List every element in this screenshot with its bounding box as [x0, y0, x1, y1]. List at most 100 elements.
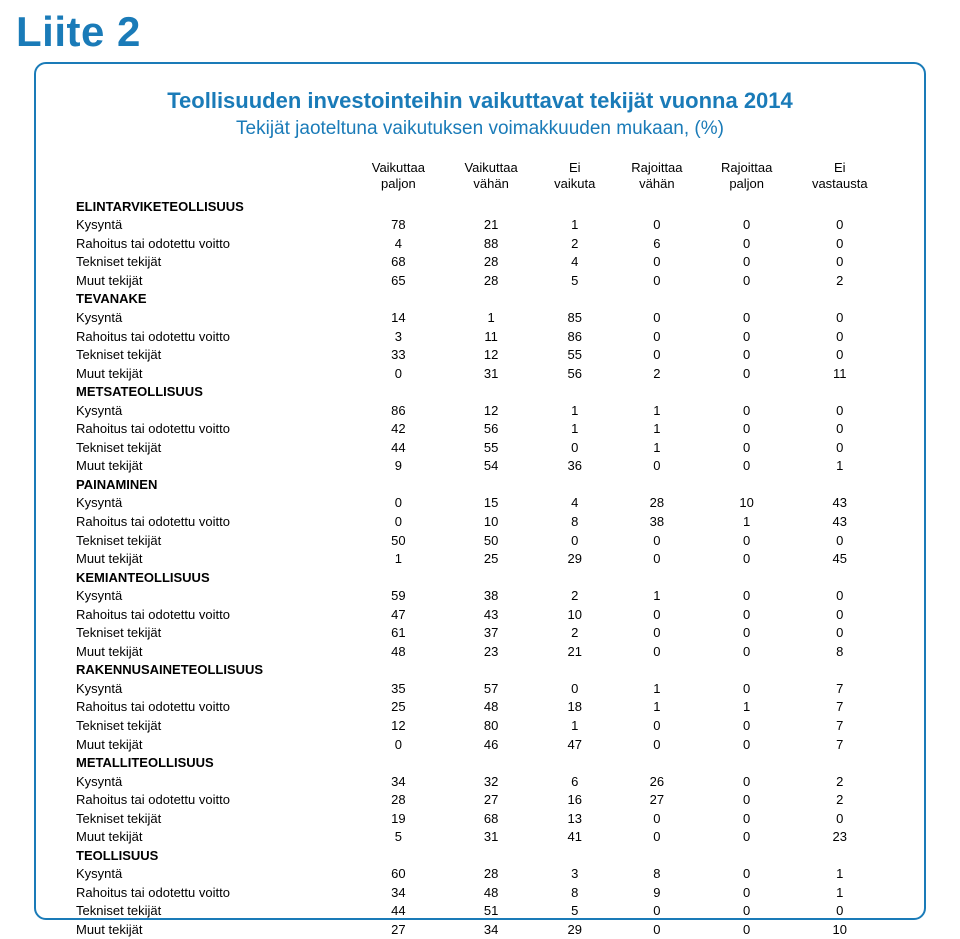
cell-value: 8: [537, 883, 612, 902]
cell-value: 23: [792, 828, 888, 847]
cell-value: 8: [537, 512, 612, 531]
column-header-line: vastausta: [796, 176, 884, 192]
section-row: RAKENNUSAINETEOLLISUUS: [72, 661, 888, 680]
cell-value: 8: [792, 642, 888, 661]
cell-value: 11: [445, 327, 538, 346]
cell-value: 26: [612, 772, 702, 791]
cell-value: 1: [612, 401, 702, 420]
cell-value: 0: [702, 791, 792, 810]
cell-value: 19: [352, 809, 445, 828]
column-header: Eivaikuta: [537, 158, 612, 197]
cell-value: 1: [702, 698, 792, 717]
cell-value: 0: [537, 531, 612, 550]
cell-value: 31: [445, 828, 538, 847]
cell-value: 68: [352, 253, 445, 272]
cell-value: 1: [445, 308, 538, 327]
row-label: Muut tekijät: [72, 921, 352, 939]
section-name: METSATEOLLISUUS: [72, 383, 888, 402]
section-row: ELINTARVIKETEOLLISUUS: [72, 197, 888, 216]
cell-value: 86: [352, 401, 445, 420]
table-row: Muut tekijät04647007: [72, 735, 888, 754]
cell-value: 88: [445, 234, 538, 253]
cell-value: 0: [612, 809, 702, 828]
column-header-line: Rajoittaa: [616, 160, 698, 176]
cell-value: 0: [702, 401, 792, 420]
row-label: Muut tekijät: [72, 271, 352, 290]
section-name: TEOLLISUUS: [72, 846, 888, 865]
cell-value: 36: [537, 457, 612, 476]
cell-value: 0: [702, 642, 792, 661]
cell-value: 6: [537, 772, 612, 791]
cell-value: 28: [352, 791, 445, 810]
cell-value: 1: [537, 401, 612, 420]
cell-value: 2: [792, 791, 888, 810]
cell-value: 34: [352, 772, 445, 791]
table-row: Kysyntä0154281043: [72, 494, 888, 513]
cell-value: 0: [792, 234, 888, 253]
cell-value: 0: [792, 531, 888, 550]
cell-value: 5: [537, 271, 612, 290]
cell-value: 61: [352, 624, 445, 643]
section-row: PAINAMINEN: [72, 475, 888, 494]
row-label: Kysyntä: [72, 401, 352, 420]
cell-value: 32: [445, 772, 538, 791]
cell-value: 0: [702, 587, 792, 606]
cell-value: 0: [612, 642, 702, 661]
row-label: Muut tekijät: [72, 642, 352, 661]
section-row: TEVANAKE: [72, 290, 888, 309]
row-label: Kysyntä: [72, 308, 352, 327]
cell-value: 7: [792, 698, 888, 717]
cell-value: 1: [612, 679, 702, 698]
table-row: Muut tekijät95436001: [72, 457, 888, 476]
cell-value: 0: [702, 253, 792, 272]
cell-value: 44: [352, 902, 445, 921]
cell-value: 65: [352, 271, 445, 290]
column-header-line: Ei: [796, 160, 884, 176]
cell-value: 12: [352, 717, 445, 736]
cell-value: 0: [612, 457, 702, 476]
section-row: METSATEOLLISUUS: [72, 383, 888, 402]
row-label: Kysyntä: [72, 216, 352, 235]
cell-value: 33: [352, 346, 445, 365]
cell-value: 0: [702, 271, 792, 290]
cell-value: 0: [702, 772, 792, 791]
cell-value: 68: [445, 809, 538, 828]
cell-value: 5: [352, 828, 445, 847]
cell-value: 44: [352, 438, 445, 457]
table-body: ELINTARVIKETEOLLISUUSKysyntä78211000Raho…: [72, 197, 888, 939]
cell-value: 28: [445, 865, 538, 884]
cell-value: 37: [445, 624, 538, 643]
cell-value: 0: [612, 308, 702, 327]
row-label: Kysyntä: [72, 494, 352, 513]
cell-value: 2: [537, 624, 612, 643]
row-label: Muut tekijät: [72, 828, 352, 847]
cell-value: 0: [702, 605, 792, 624]
row-label: Muut tekijät: [72, 735, 352, 754]
column-header-line: Ei: [541, 160, 608, 176]
row-label: Tekniset tekijät: [72, 253, 352, 272]
cell-value: 29: [537, 550, 612, 569]
cell-value: 10: [537, 605, 612, 624]
table-row: Rahoitus tai odotettu voitto010838143: [72, 512, 888, 531]
table-row: Tekniset tekijät331255000: [72, 346, 888, 365]
cell-value: 0: [352, 494, 445, 513]
cell-value: 7: [792, 679, 888, 698]
cell-value: 0: [352, 364, 445, 383]
column-header-line: vaikuta: [541, 176, 608, 192]
row-label: Tekniset tekijät: [72, 717, 352, 736]
cell-value: 0: [792, 346, 888, 365]
table-row: Kysyntä60283801: [72, 865, 888, 884]
cell-value: 0: [702, 438, 792, 457]
cell-value: 25: [445, 550, 538, 569]
header-blank: [72, 158, 352, 197]
box-title: Teollisuuden investointeihin vaikuttavat…: [72, 88, 888, 114]
cell-value: 2: [792, 271, 888, 290]
cell-value: 78: [352, 216, 445, 235]
cell-value: 85: [537, 308, 612, 327]
column-header: Rajoittaapaljon: [702, 158, 792, 197]
section-row: KEMIANTEOLLISUUS: [72, 568, 888, 587]
cell-value: 0: [702, 457, 792, 476]
column-header: Eivastausta: [792, 158, 888, 197]
table-row: Rahoitus tai odotettu voitto34488901: [72, 883, 888, 902]
cell-value: 28: [445, 253, 538, 272]
